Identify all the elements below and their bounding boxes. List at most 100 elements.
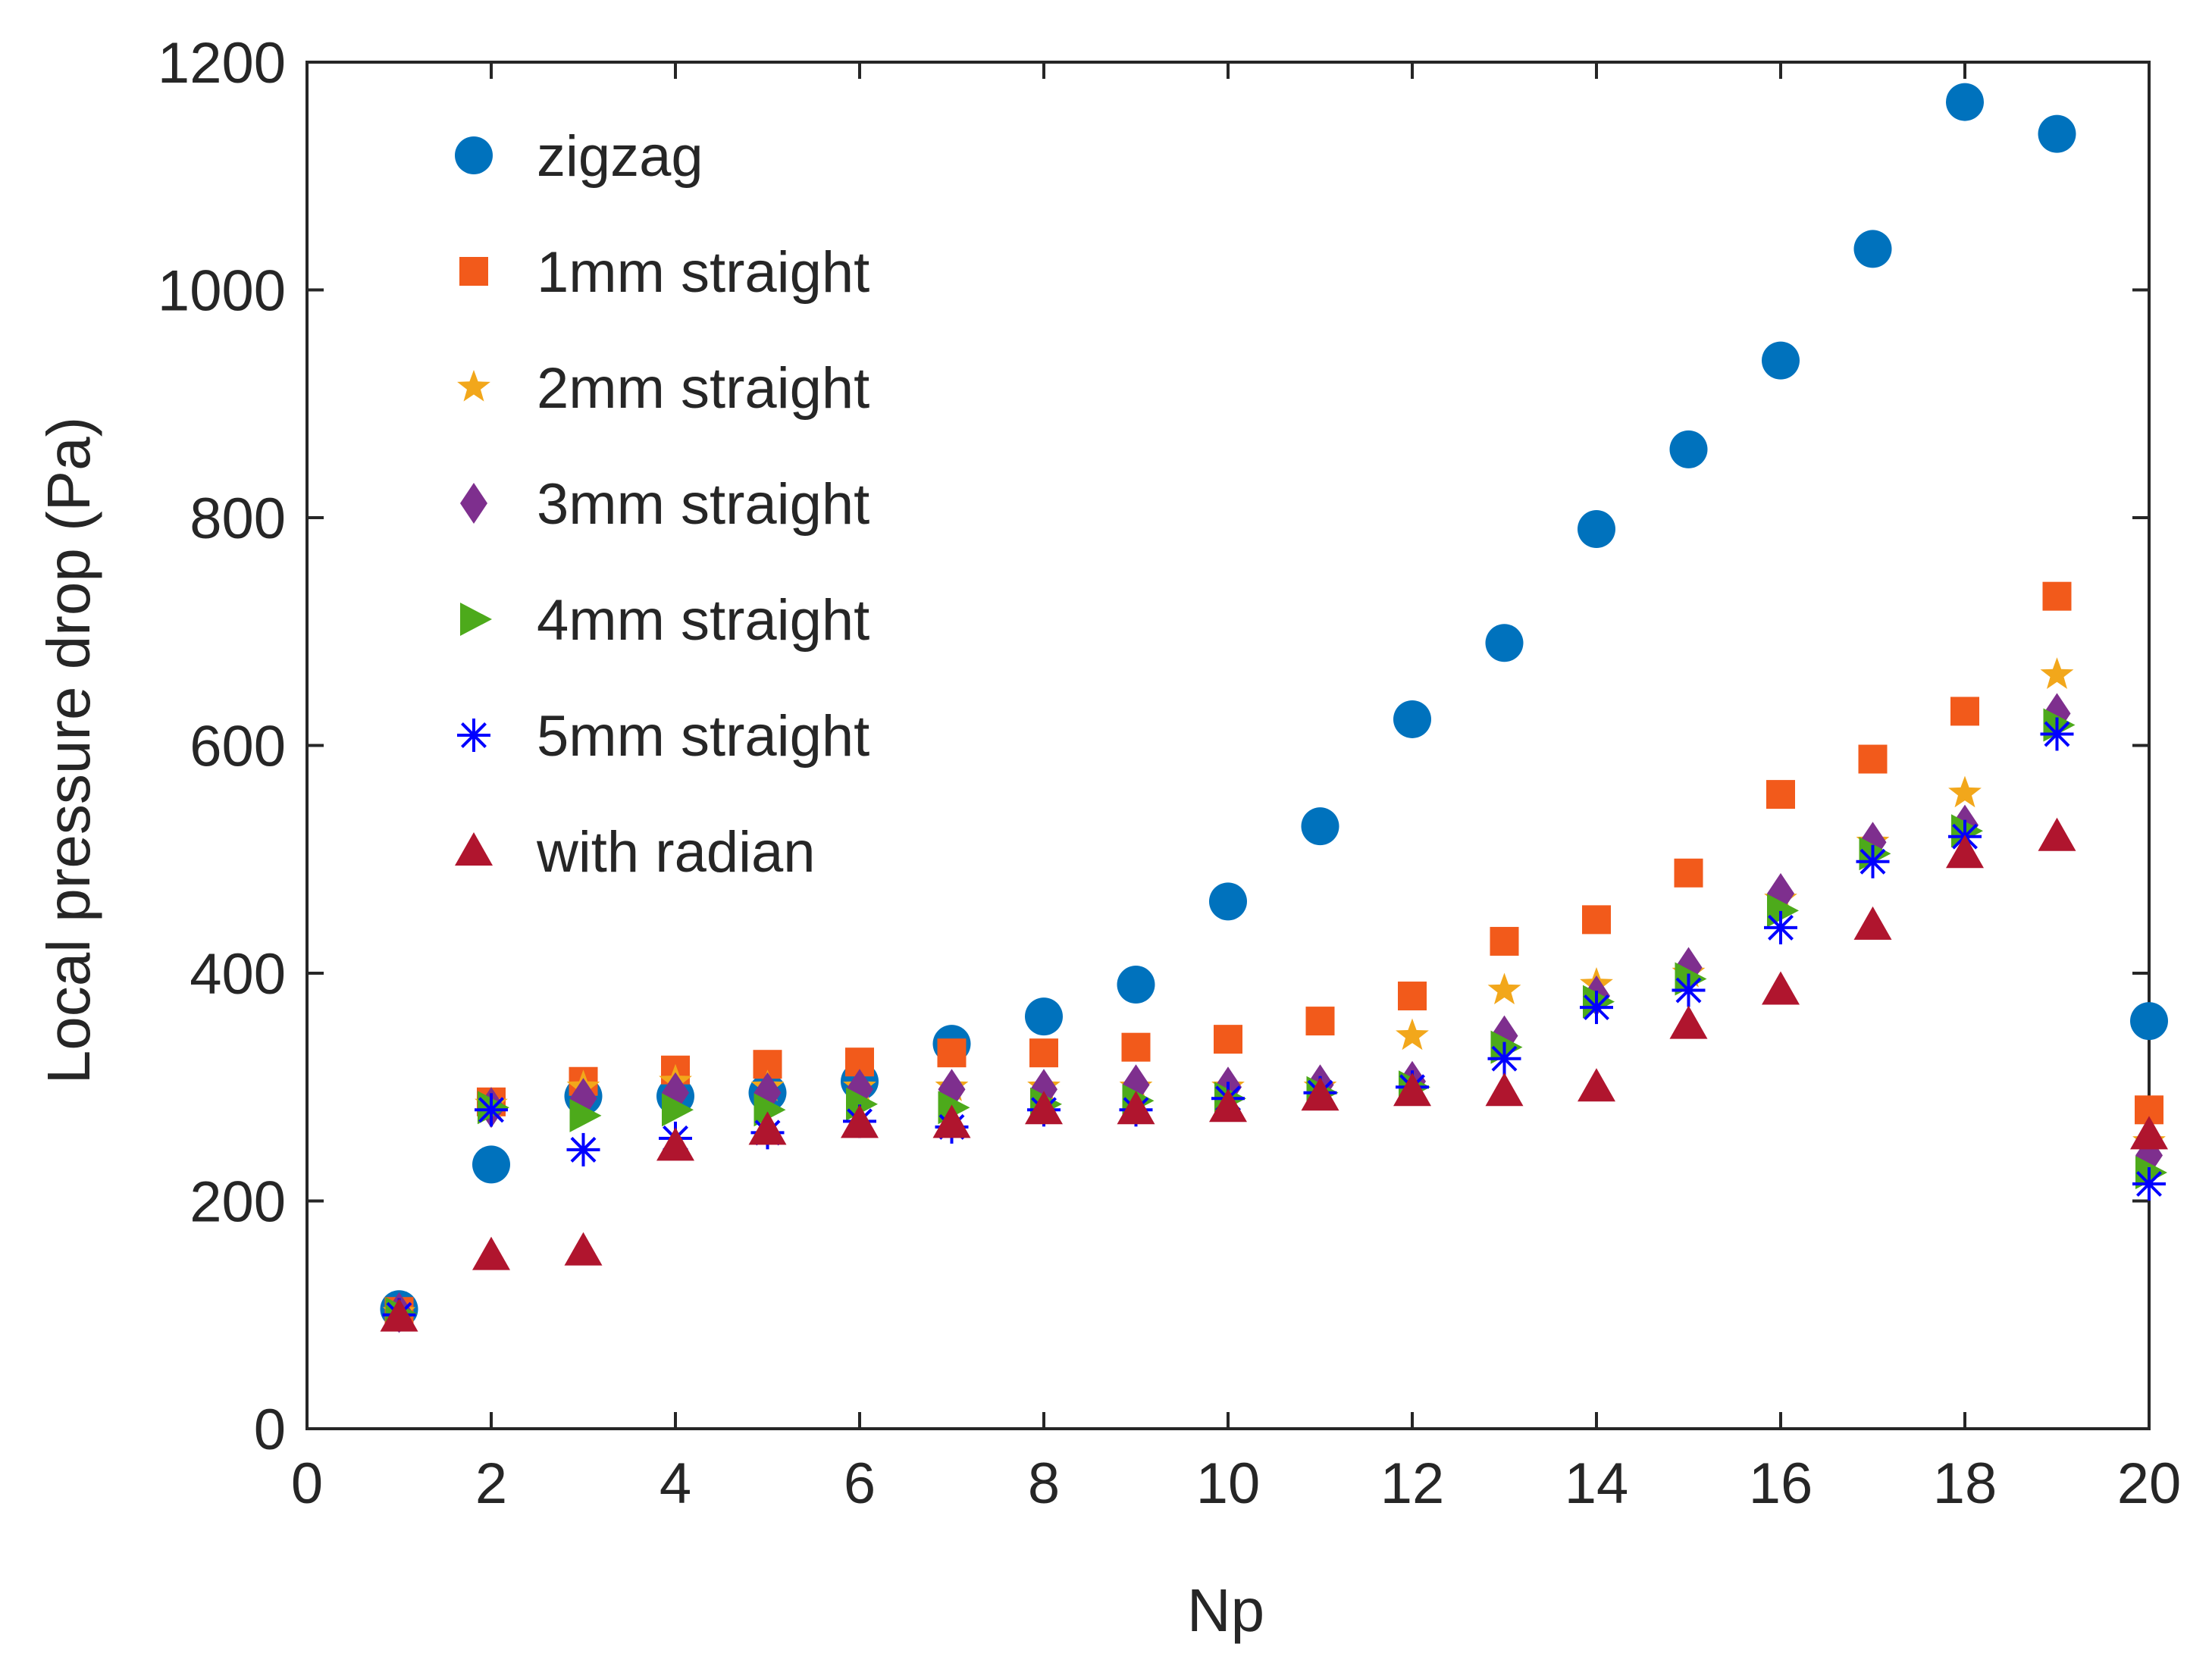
data-point [662,1093,694,1127]
data-point [1767,894,1799,928]
legend-marker [460,603,492,636]
data-point [2038,114,2076,153]
legend-label: 2mm straight [537,356,869,421]
data-point [1121,1032,1151,1062]
legend-label: with radian [536,820,816,885]
data-point [1578,510,1615,549]
data-point [748,1111,787,1145]
legend-entry: 5mm straight [457,704,869,769]
legend-marker [459,257,488,286]
data-point [1301,1077,1339,1111]
data-point [1025,1091,1063,1125]
data-point [380,1298,418,1332]
data-point [1398,982,1427,1011]
data-point [1858,744,1888,774]
data-point [1580,991,1613,1025]
data-group [380,83,2168,1333]
data-point [932,1104,971,1138]
data-point [1487,1041,1521,1076]
series-with-radian [380,817,2168,1332]
legend-marker [460,483,487,524]
data-point [1762,971,1800,1005]
data-point [472,1145,510,1184]
data-point [1393,700,1431,738]
legend-marker [457,370,490,402]
data-point [569,1098,602,1132]
y-tick-label: 800 [190,487,286,551]
data-point [1305,1007,1335,1036]
data-point [1950,697,1979,726]
data-point [1951,814,1983,848]
y-tick-label: 0 [254,1398,286,1462]
data-point [1946,83,1984,121]
x-tick-label: 6 [844,1451,876,1516]
data-point [1674,858,1703,888]
x-tick-label: 10 [1196,1451,1261,1516]
data-point [1485,624,1524,662]
legend-marker [455,136,493,174]
data-point [2135,1155,2167,1189]
data-point [1669,1005,1708,1039]
data-point [1396,1018,1429,1051]
data-point [1582,905,1611,935]
data-point [2130,1116,2168,1150]
legend-marker [457,719,490,752]
data-point [1393,1072,1431,1107]
data-point [1490,1030,1523,1064]
x-tick-label: 18 [1933,1451,1997,1516]
data-point [566,1132,600,1166]
data-point [1583,985,1615,1019]
data-point [1209,1088,1247,1123]
x-tick-label: 8 [1028,1451,1060,1516]
legend-entry: with radian [455,820,816,885]
data-point [1578,1068,1615,1102]
data-point [2040,717,2074,751]
data-point [1675,962,1707,996]
x-tick-label: 20 [2117,1451,2182,1516]
data-point [1946,834,1984,869]
x-axis-label: Np [1187,1577,1264,1644]
data-point [1853,906,1892,940]
x-tick-label: 2 [475,1451,507,1516]
data-point [1672,973,1706,1007]
data-point [1485,1072,1524,1107]
data-point [1025,997,1063,1036]
legend-marker [455,832,493,866]
x-tick-label: 16 [1749,1451,1813,1516]
x-tick-label: 12 [1380,1451,1445,1516]
legend-label: 4mm straight [537,588,869,653]
data-point [1301,807,1339,846]
legend-label: zigzag [537,124,703,189]
x-tick-label: 4 [660,1451,691,1516]
data-point [2038,817,2076,851]
data-point [1117,1091,1155,1125]
legend-entry: 4mm straight [460,588,869,653]
data-point [2132,1166,2166,1201]
data-point [1117,966,1155,1004]
legend-label: 5mm straight [537,704,869,769]
legend: zigzag 1mm straight 2mm straight 3mm straig… [455,124,869,885]
y-axis-label: Local pressure drop (Pa) [35,417,102,1084]
data-point [1948,775,1982,808]
x-tick-label: 14 [1565,1451,1629,1516]
data-point [475,1093,508,1127]
legend-entry: 2mm straight [457,356,869,421]
data-point [1764,910,1797,944]
data-point [754,1093,786,1127]
legend-entry: 1mm straight [459,240,869,305]
x-tick-label: 0 [291,1451,323,1516]
data-point [841,1104,879,1138]
data-point [1029,1038,1058,1068]
data-point [2042,581,2072,611]
legend-entry: zigzag [455,124,703,189]
data-point [1490,926,1519,956]
legend-entry: 3mm straight [460,472,869,537]
data-point [2040,657,2074,689]
data-point [472,1236,510,1270]
data-point [564,1232,603,1266]
data-point [1762,341,1800,380]
data-point [1669,430,1708,468]
